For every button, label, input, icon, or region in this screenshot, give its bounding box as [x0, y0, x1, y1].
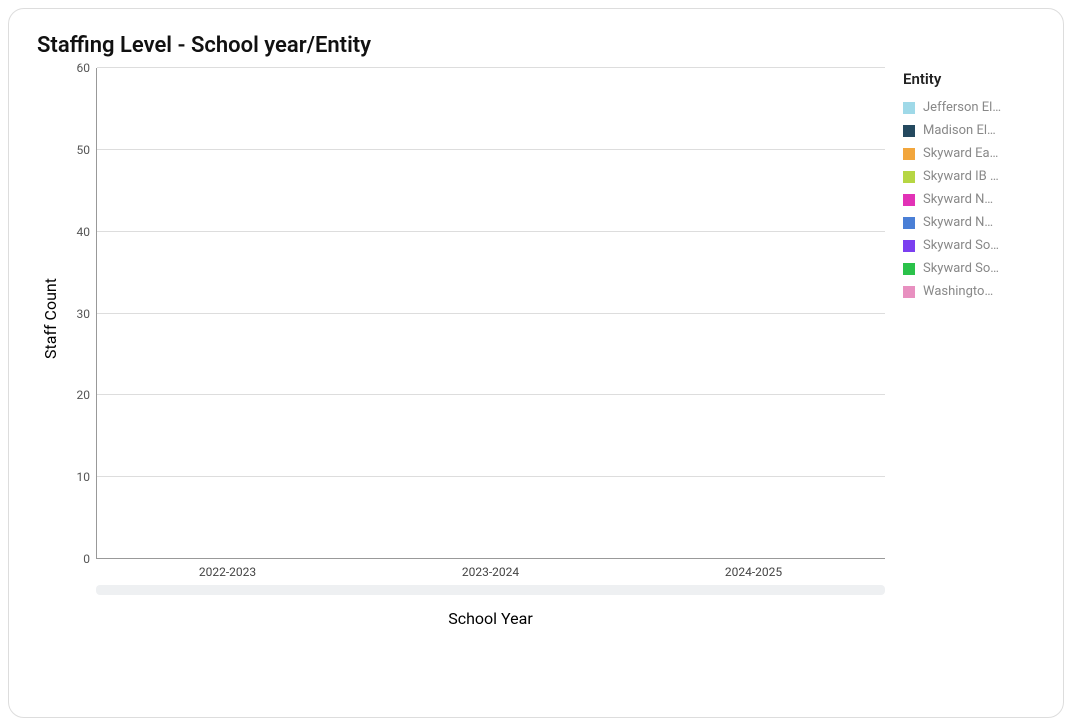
legend-label: Skyward So… [923, 261, 999, 276]
bar-slot [97, 68, 360, 559]
grid-area [96, 68, 885, 559]
legend-item[interactable]: Jefferson El… [903, 100, 1035, 115]
legend-label: Skyward Ea… [923, 146, 998, 161]
legend-label: Skyward IB … [923, 169, 999, 184]
plot-area: 0102030405060 [60, 68, 885, 559]
y-tick: 0 [83, 552, 90, 566]
legend: Entity Jefferson El… Madison El… Skyward E… [885, 68, 1035, 628]
legend-label: Jefferson El… [923, 100, 1001, 115]
y-tick: 50 [77, 143, 91, 157]
bar-slot [360, 68, 623, 559]
gridline [97, 149, 885, 150]
chart-title: Staffing Level - School year/Entity [37, 33, 1035, 58]
y-axis-label: Staff Count [37, 278, 60, 359]
x-tick: 2024-2025 [622, 559, 885, 579]
legend-swatch [903, 148, 915, 160]
legend-label: Washingto… [923, 284, 993, 299]
plot-wrap: 0102030405060 2022-20232023-20242024-202… [60, 68, 885, 628]
legend-label: Madison El… [923, 123, 996, 138]
legend-swatch [903, 286, 915, 298]
legend-swatch [903, 240, 915, 252]
legend-item[interactable]: Skyward N… [903, 215, 1035, 230]
bar-slot [622, 68, 885, 559]
legend-swatch [903, 171, 915, 183]
y-tick: 10 [77, 470, 91, 484]
legend-swatch [903, 125, 915, 137]
y-ticks: 0102030405060 [60, 68, 96, 559]
legend-title: Entity [903, 70, 1035, 88]
gridline [97, 476, 885, 477]
legend-swatch [903, 102, 915, 114]
legend-item[interactable]: Skyward So… [903, 261, 1035, 276]
legend-item[interactable]: Skyward IB … [903, 169, 1035, 184]
bars-container [97, 68, 885, 559]
chart-zone: Staff Count 0102030405060 2022-20232023-… [37, 68, 1035, 628]
legend-item[interactable]: Skyward N… [903, 192, 1035, 207]
legend-item[interactable]: Madison El… [903, 123, 1035, 138]
legend-swatch [903, 194, 915, 206]
y-tick: 30 [77, 307, 91, 321]
gridline [97, 394, 885, 395]
legend-swatch [903, 217, 915, 229]
x-axis-label: School Year [96, 609, 885, 628]
legend-item[interactable]: Skyward Ea… [903, 146, 1035, 161]
legend-item[interactable]: Washingto… [903, 284, 1035, 299]
x-axis-line [97, 558, 885, 559]
y-tick: 40 [77, 225, 91, 239]
x-ticks: 2022-20232023-20242024-2025 [96, 559, 885, 579]
gridline [97, 313, 885, 314]
legend-label: Skyward N… [923, 215, 993, 230]
y-tick: 20 [77, 388, 91, 402]
x-scroll-track[interactable] [96, 585, 885, 595]
legend-label: Skyward N… [923, 192, 993, 207]
legend-swatch [903, 263, 915, 275]
gridline [97, 231, 885, 232]
legend-label: Skyward So… [923, 238, 999, 253]
x-tick: 2023-2024 [359, 559, 622, 579]
y-tick: 60 [77, 61, 91, 75]
x-tick: 2022-2023 [96, 559, 359, 579]
legend-item[interactable]: Skyward So… [903, 238, 1035, 253]
chart-card: Staffing Level - School year/Entity Staf… [8, 8, 1064, 718]
gridline [97, 67, 885, 68]
